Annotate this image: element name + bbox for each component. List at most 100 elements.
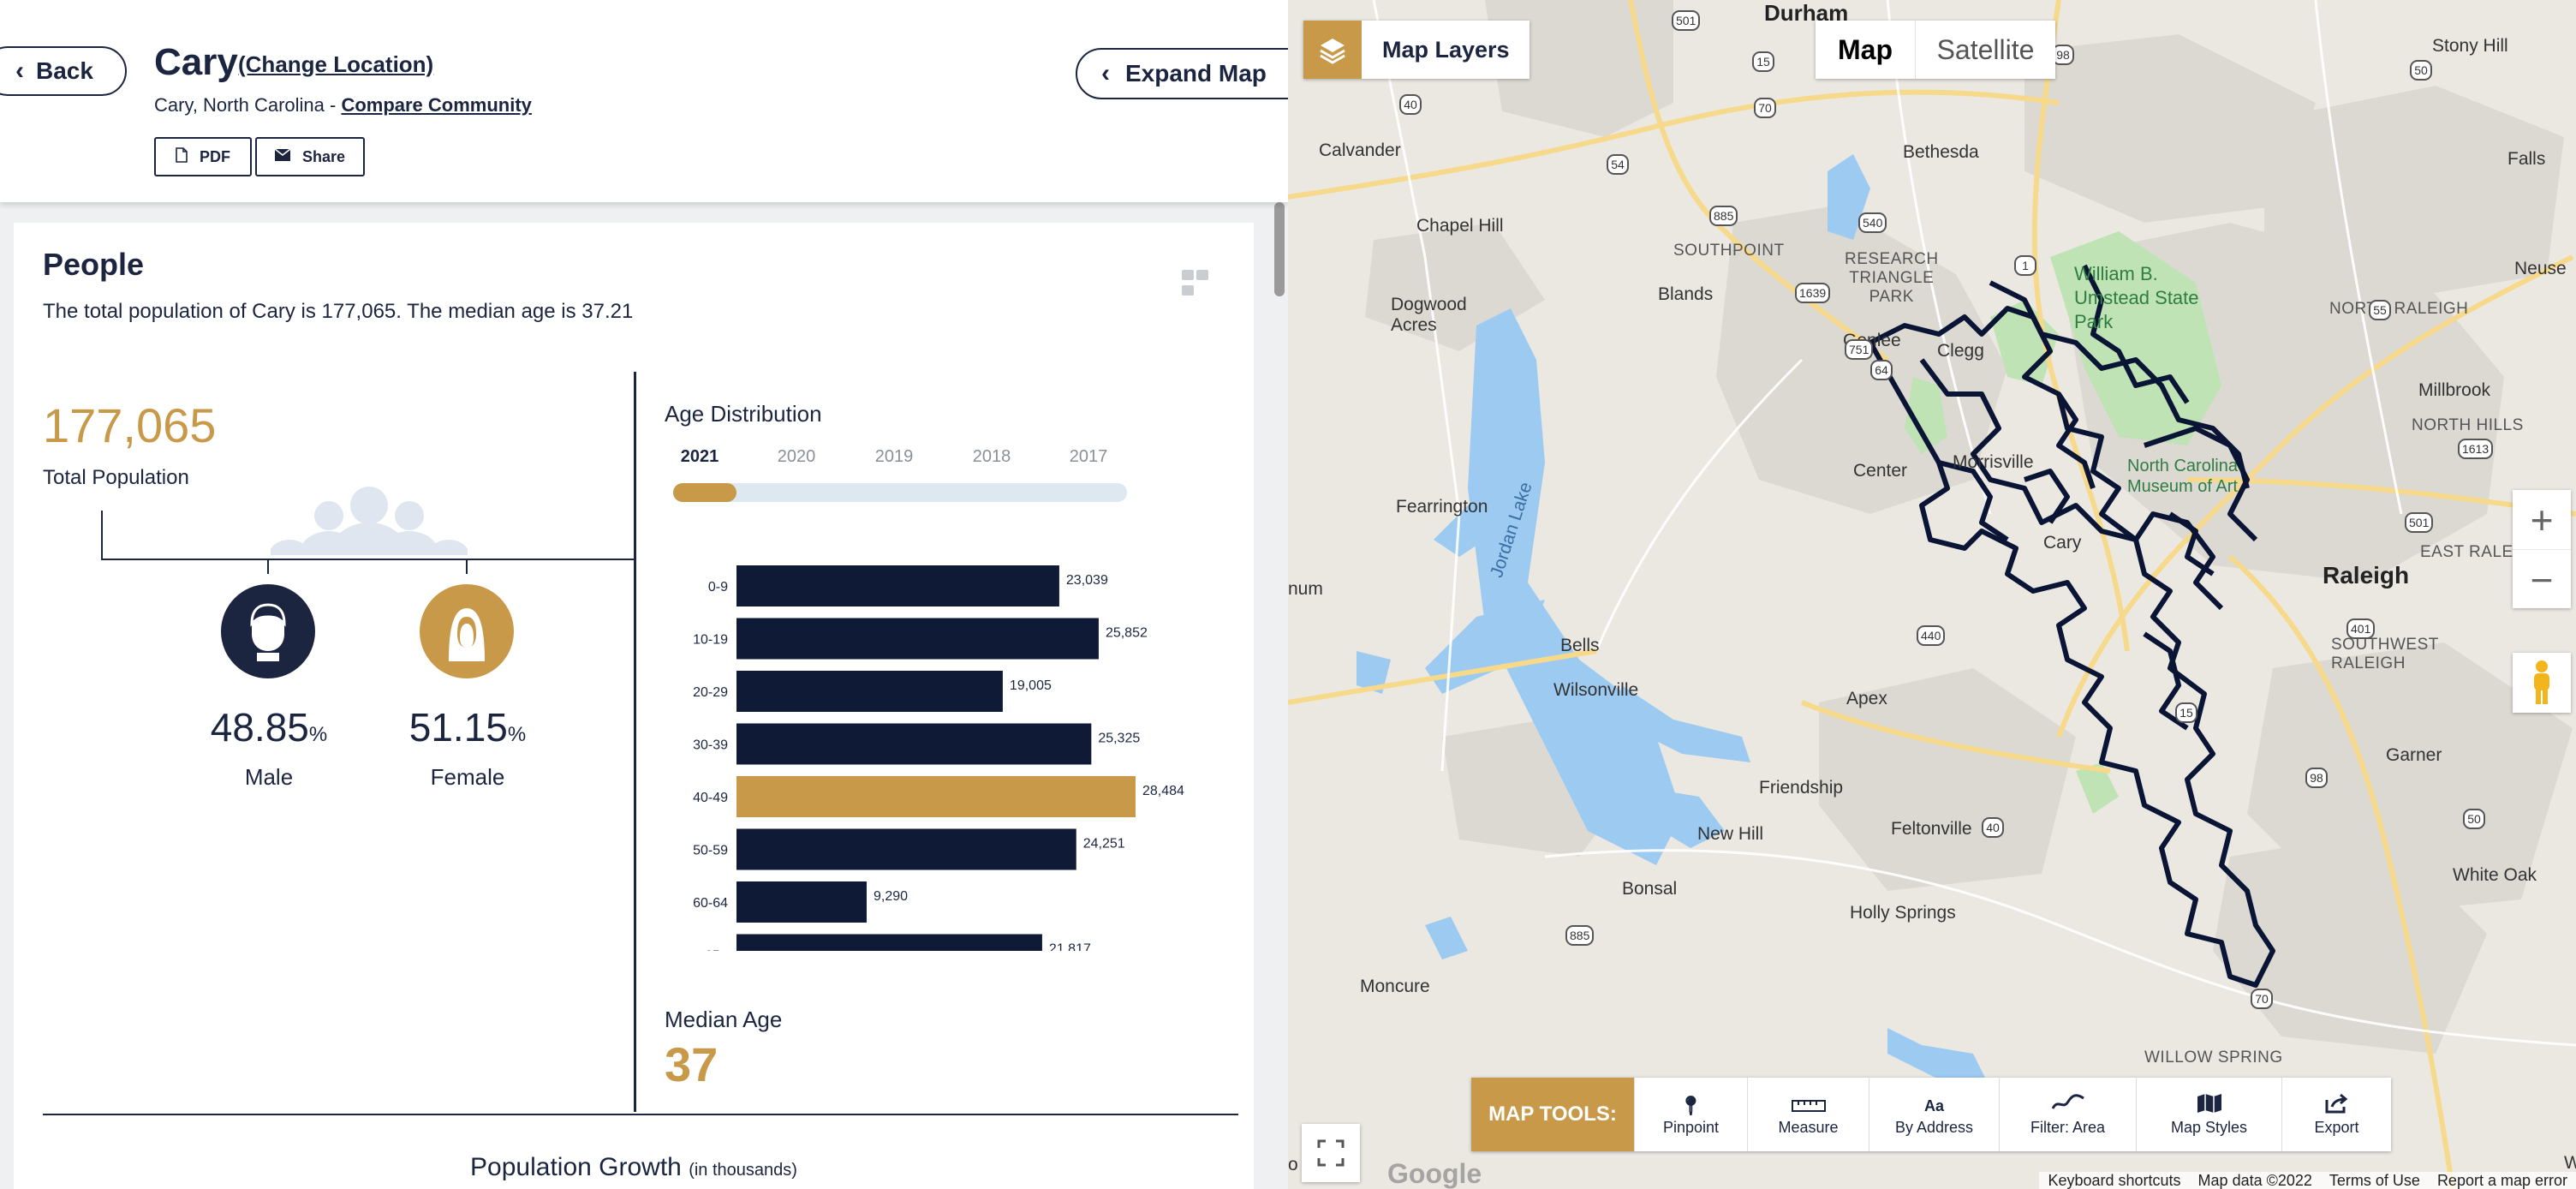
female-percentage-value: 51.15 (408, 705, 508, 750)
route-shield-icon: 751 (1845, 339, 1874, 360)
place-label: Millbrook (2418, 380, 2491, 400)
percent-sign: % (308, 723, 328, 746)
compare-community-link[interactable]: Compare Community (341, 94, 532, 116)
place-label: New Hill (1697, 824, 1764, 844)
route-shield-icon: 54 (1607, 154, 1629, 175)
year-tab[interactable]: 2019 (874, 447, 914, 466)
pdf-button[interactable]: PDF (154, 137, 252, 176)
age-bar[interactable] (736, 881, 867, 923)
location-subline: Cary, North Carolina - Compare Community (154, 94, 532, 117)
percent-sign: % (507, 723, 527, 746)
zoom-in-button[interactable]: + (2530, 497, 2554, 542)
share-button[interactable]: Share (255, 137, 365, 176)
year-tab[interactable]: 2021 (680, 447, 719, 466)
keyboard-shortcuts-link[interactable]: Keyboard shortcuts (2048, 1172, 2181, 1189)
male-percentage-value: 48.85 (210, 705, 309, 750)
tool-label: Map Styles (2170, 1118, 2248, 1136)
map-canvas[interactable] (1288, 0, 2576, 1189)
report-map-error-link[interactable]: Report a map error (2436, 1172, 2567, 1189)
year-slider-track[interactable] (673, 483, 1127, 502)
connector-line (466, 559, 468, 574)
age-bar[interactable] (736, 828, 1076, 870)
route-shield-icon: 1639 (1795, 283, 1831, 303)
map-layers-button[interactable]: Map Layers (1303, 21, 1530, 79)
bar-value-label: 25,325 (1098, 732, 1140, 746)
chevron-left-icon: ‹ (15, 57, 24, 85)
city-title: Cary (154, 41, 238, 83)
community-header: ‹ Back Cary (Change Location) Cary, Nort… (0, 0, 1288, 202)
map-layers-label: Map Layers (1382, 36, 1510, 63)
female-percentage: 51.15% (391, 704, 545, 750)
export-icon (2325, 1093, 2349, 1119)
connector-line (101, 559, 634, 560)
bar-value-label: 25,852 (1106, 626, 1148, 641)
route-shield-icon: 15 (1752, 51, 1774, 72)
tool-label: By Address (1894, 1118, 1974, 1136)
expand-map-label: Expand Map (1125, 60, 1267, 87)
age-bar[interactable] (736, 934, 1042, 952)
bar-value-label: 28,484 (1142, 784, 1184, 798)
change-location-link[interactable]: (Change Location) (238, 51, 434, 77)
route-shield-icon: 64 (1870, 360, 1893, 380)
place-label: Moncure (1360, 977, 1430, 996)
total-population-value: 177,065 (43, 398, 217, 452)
area-icon (2051, 1093, 2085, 1119)
route-shield-icon: 50 (2463, 809, 2485, 829)
bar-category-label: 20-29 (693, 685, 728, 700)
age-bar[interactable] (736, 671, 1003, 712)
route-shield-icon: 98 (2305, 768, 2328, 788)
filter-area-tool-button[interactable]: Filter: Area (1999, 1078, 2136, 1151)
people-card: People The total population of Cary is 1… (14, 223, 1254, 1189)
place-label: RESEARCH TRIANGLE PARK (1845, 250, 1939, 306)
age-bar[interactable] (736, 565, 1059, 606)
share-label: Share (301, 147, 346, 165)
back-button[interactable]: ‹ Back (0, 46, 127, 96)
place-label: Cary (2043, 533, 2082, 553)
bar-category-label: 10-19 (693, 633, 728, 648)
year-tab[interactable]: 2020 (777, 447, 816, 466)
scrollbar-track[interactable] (1271, 202, 1288, 1189)
map-type-satellite-button[interactable]: Satellite (1915, 21, 2055, 79)
map-data-text: Map data ©2022 (2197, 1172, 2312, 1189)
pinpoint-tool-button[interactable]: 📍︎ Pinpoint (1634, 1078, 1747, 1151)
bar-category-label: 40-49 (693, 791, 728, 805)
place-label: o (1288, 1155, 1298, 1174)
street-view-pegman-icon[interactable] (2513, 653, 2571, 713)
by-address-tool-button[interactable]: Aa By Address (1869, 1078, 1999, 1151)
bar-category-label: 30-39 (693, 738, 728, 753)
age-bar[interactable] (736, 776, 1136, 817)
zoom-out-button[interactable]: − (2530, 557, 2554, 602)
export-tool-button[interactable]: Export (2281, 1078, 2391, 1151)
route-shield-icon: 440 (1917, 625, 1946, 646)
ruler-icon (1791, 1093, 1826, 1119)
route-shield-icon: 55 (2369, 300, 2391, 320)
year-tab[interactable]: 2018 (972, 447, 1011, 466)
card-menu-icon[interactable] (1182, 269, 1225, 296)
place-label: num (1288, 579, 1323, 599)
age-bar[interactable] (736, 618, 1099, 660)
place-label: Neuse (2514, 259, 2567, 278)
people-heading: People (43, 247, 145, 282)
male-label: Male (244, 764, 294, 790)
measure-tool-button[interactable]: Measure (1747, 1078, 1869, 1151)
map-type-map-button[interactable]: Map (1838, 33, 1893, 65)
age-bar[interactable] (736, 723, 1092, 765)
year-tab[interactable]: 2017 (1069, 447, 1108, 466)
place-label: Bells (1560, 636, 1600, 655)
map-panel[interactable]: Durham Stony Hill Calvander Bethesda Fal… (1288, 0, 2576, 1189)
layers-icon (1303, 21, 1362, 79)
bar-category-label: 65+ (705, 949, 728, 952)
zoom-control: + − (2513, 490, 2571, 608)
terms-of-use-link[interactable]: Terms of Use (2329, 1172, 2420, 1189)
place-label: Raleigh (2323, 562, 2410, 589)
place-label: Bonsal (1622, 879, 1678, 899)
fullscreen-icon[interactable] (1302, 1124, 1360, 1182)
expand-map-button[interactable]: ‹ Expand Map (1076, 48, 1288, 99)
map-styles-tool-button[interactable]: Map Styles (2136, 1078, 2281, 1151)
bar-category-label: 0-9 (708, 580, 728, 594)
population-growth-unit: (in thousands) (689, 1161, 797, 1180)
scrollbar-thumb[interactable] (1274, 202, 1285, 296)
route-shield-icon: 1 (2014, 255, 2036, 276)
year-slider-fill[interactable] (673, 483, 736, 502)
total-population-label: Total Population (43, 466, 189, 489)
